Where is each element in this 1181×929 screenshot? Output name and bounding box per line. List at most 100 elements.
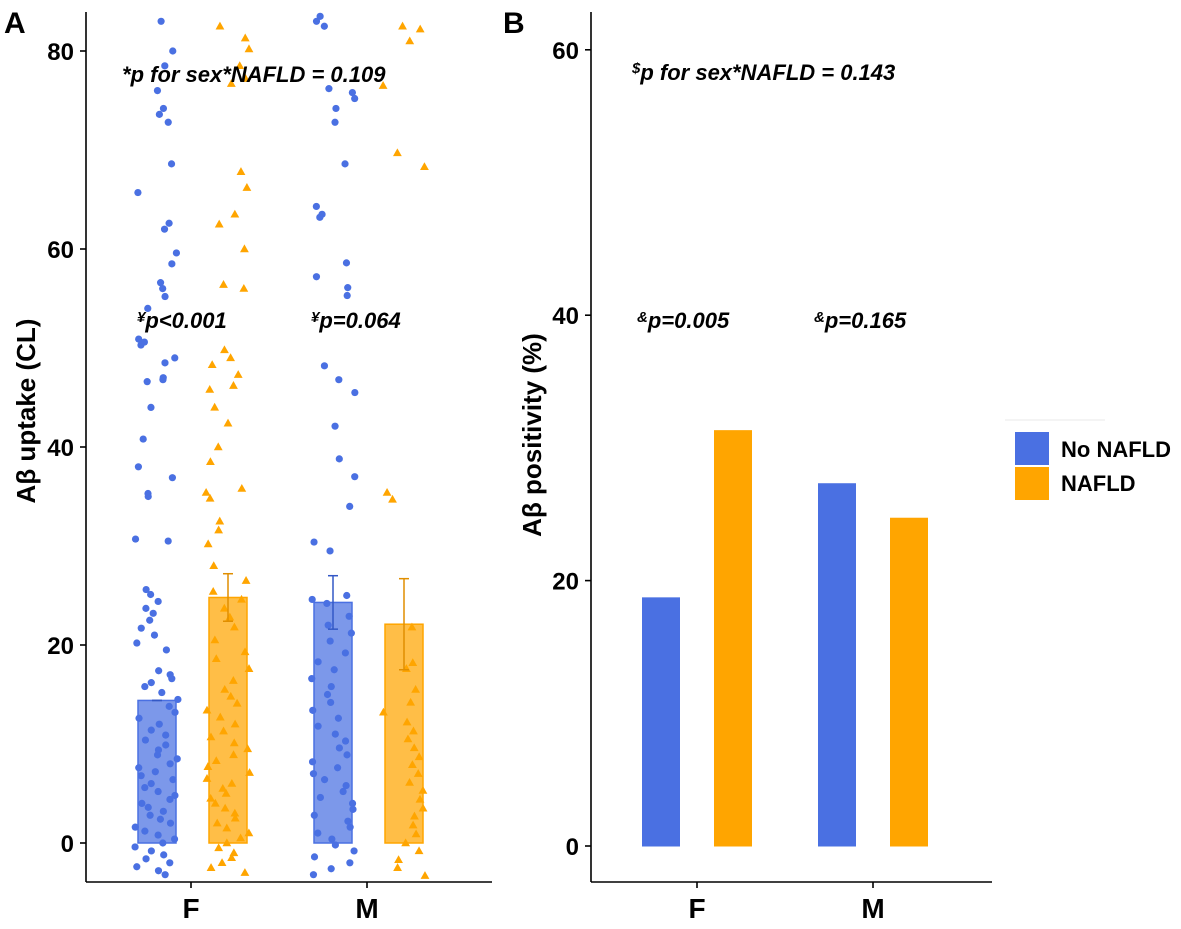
data-point-f-nafld xyxy=(239,284,249,292)
data-point-f-nafld xyxy=(215,21,225,30)
panel-a-y-tick-label: 60 xyxy=(47,237,74,264)
data-point-f-no-nafld xyxy=(159,104,168,113)
panel-a-interaction-annotation: *p for sex*NAFLD = 0.109 xyxy=(122,62,386,87)
panel-b-interaction-annotation: $p for sex*NAFLD = 0.143 xyxy=(631,60,895,85)
data-point-f-no-nafld xyxy=(161,359,169,367)
data-point-m-no-nafld xyxy=(335,455,343,463)
data-point-f-nafld xyxy=(230,209,240,218)
data-point-m-no-nafld xyxy=(312,202,320,211)
data-point-f-no-nafld xyxy=(147,590,155,599)
data-point-m-no-nafld xyxy=(320,362,329,370)
data-point-f-nafld xyxy=(226,79,236,87)
data-point-f-nafld xyxy=(205,493,215,502)
panel-a-error-bars xyxy=(152,572,409,702)
data-point-f-no-nafld xyxy=(155,667,163,675)
panel-b-f-annotation-symbol: & xyxy=(637,309,648,326)
data-point-f-nafld xyxy=(214,843,224,852)
data-point-f-nafld xyxy=(215,516,225,525)
bar-a-m-no-nafld xyxy=(313,601,353,844)
legend-swatch-nafld xyxy=(1015,467,1049,500)
data-point-f-no-nafld xyxy=(164,118,172,126)
data-point-f-no-nafld xyxy=(161,871,169,879)
data-point-f-no-nafld xyxy=(171,354,179,362)
bar-b-m-nafld xyxy=(890,517,928,847)
data-point-m-no-nafld xyxy=(310,853,319,861)
bar-b-f-nafld xyxy=(714,430,752,847)
data-point-m-nafld xyxy=(415,24,425,33)
data-point-m-no-nafld xyxy=(351,388,359,397)
data-point-f-no-nafld xyxy=(158,688,166,697)
data-point-m-no-nafld xyxy=(342,259,351,267)
panel-b-m-annotation-symbol: & xyxy=(814,309,825,326)
data-point-f-no-nafld xyxy=(149,609,157,617)
data-point-f-no-nafld xyxy=(159,285,167,293)
data-point-f-no-nafld xyxy=(139,435,147,443)
data-point-f-no-nafld xyxy=(142,855,150,863)
data-point-f-nafld xyxy=(226,353,235,362)
data-point-m-nafld xyxy=(394,855,403,864)
data-point-f-no-nafld xyxy=(144,492,152,501)
data-point-f-nafld xyxy=(241,74,251,82)
panel-a-y-tick-label: 40 xyxy=(47,435,74,462)
data-point-m-no-nafld xyxy=(327,865,335,873)
data-point-f-nafld xyxy=(217,858,227,866)
data-point-m-no-nafld xyxy=(316,12,324,20)
data-point-f-nafld xyxy=(201,487,211,496)
data-point-f-no-nafld xyxy=(160,851,168,859)
data-point-m-nafld xyxy=(398,21,407,30)
data-point-f-nafld xyxy=(233,370,243,378)
data-point-f-no-nafld xyxy=(156,279,165,287)
data-point-f-no-nafld xyxy=(168,675,176,683)
panel-a-f-annotation-symbol: ¥ xyxy=(137,309,147,326)
data-point-f-no-nafld xyxy=(147,847,155,855)
data-point-m-nafld xyxy=(382,487,392,496)
data-point-f-no-nafld xyxy=(157,17,165,25)
data-point-f-no-nafld xyxy=(154,597,162,606)
panel-b-x-tick-label: M xyxy=(861,893,884,924)
data-point-m-no-nafld xyxy=(351,94,359,103)
data-point-f-nafld xyxy=(213,442,223,451)
bar-a-f-nafld xyxy=(208,596,248,844)
data-point-m-no-nafld xyxy=(320,22,328,30)
data-point-f-nafld xyxy=(208,586,218,595)
data-point-m-no-nafld xyxy=(348,88,356,97)
data-point-m-no-nafld xyxy=(343,291,351,300)
data-point-f-no-nafld xyxy=(142,585,150,594)
data-point-f-nafld xyxy=(207,360,217,369)
data-point-f-no-nafld xyxy=(131,823,139,831)
data-point-m-no-nafld xyxy=(332,104,340,113)
data-point-f-nafld xyxy=(214,525,224,534)
data-point-f-no-nafld xyxy=(164,537,172,545)
data-point-m-no-nafld xyxy=(350,847,358,855)
panel-a-interaction-text: p for sex*NAFLD = 0.109 xyxy=(130,62,387,87)
data-point-m-no-nafld xyxy=(331,422,339,430)
data-point-f-nafld xyxy=(237,483,247,492)
panel-a-letter: A xyxy=(4,7,26,40)
panel-a-y-tick-label: 20 xyxy=(47,633,74,660)
data-point-f-nafld xyxy=(205,384,215,393)
data-point-f-no-nafld xyxy=(162,646,170,654)
data-point-f-no-nafld xyxy=(155,110,163,118)
panel-a-y-tick-label: 80 xyxy=(47,39,74,66)
data-point-f-no-nafld xyxy=(154,867,163,875)
data-point-m-no-nafld xyxy=(316,213,324,221)
data-point-f-no-nafld xyxy=(144,304,152,312)
data-point-f-no-nafld xyxy=(166,859,174,867)
panel-b-x-tick-label: F xyxy=(688,893,705,924)
panel-b-y-tick-label: 40 xyxy=(552,303,579,330)
data-point-m-nafld xyxy=(420,162,429,171)
data-point-m-no-nafld xyxy=(312,17,321,25)
panel-a-m-annotation-text: p=0.064 xyxy=(318,308,400,333)
data-point-f-no-nafld xyxy=(133,639,141,647)
data-point-m-no-nafld xyxy=(351,473,359,481)
data-point-m-no-nafld xyxy=(346,502,354,510)
data-point-m-nafld xyxy=(388,494,397,503)
data-point-m-no-nafld xyxy=(326,547,334,555)
data-point-f-nafld xyxy=(242,183,252,191)
data-point-m-no-nafld xyxy=(331,118,339,126)
data-point-m-nafld xyxy=(392,148,402,157)
bar-a-f-no-nafld xyxy=(137,699,177,844)
